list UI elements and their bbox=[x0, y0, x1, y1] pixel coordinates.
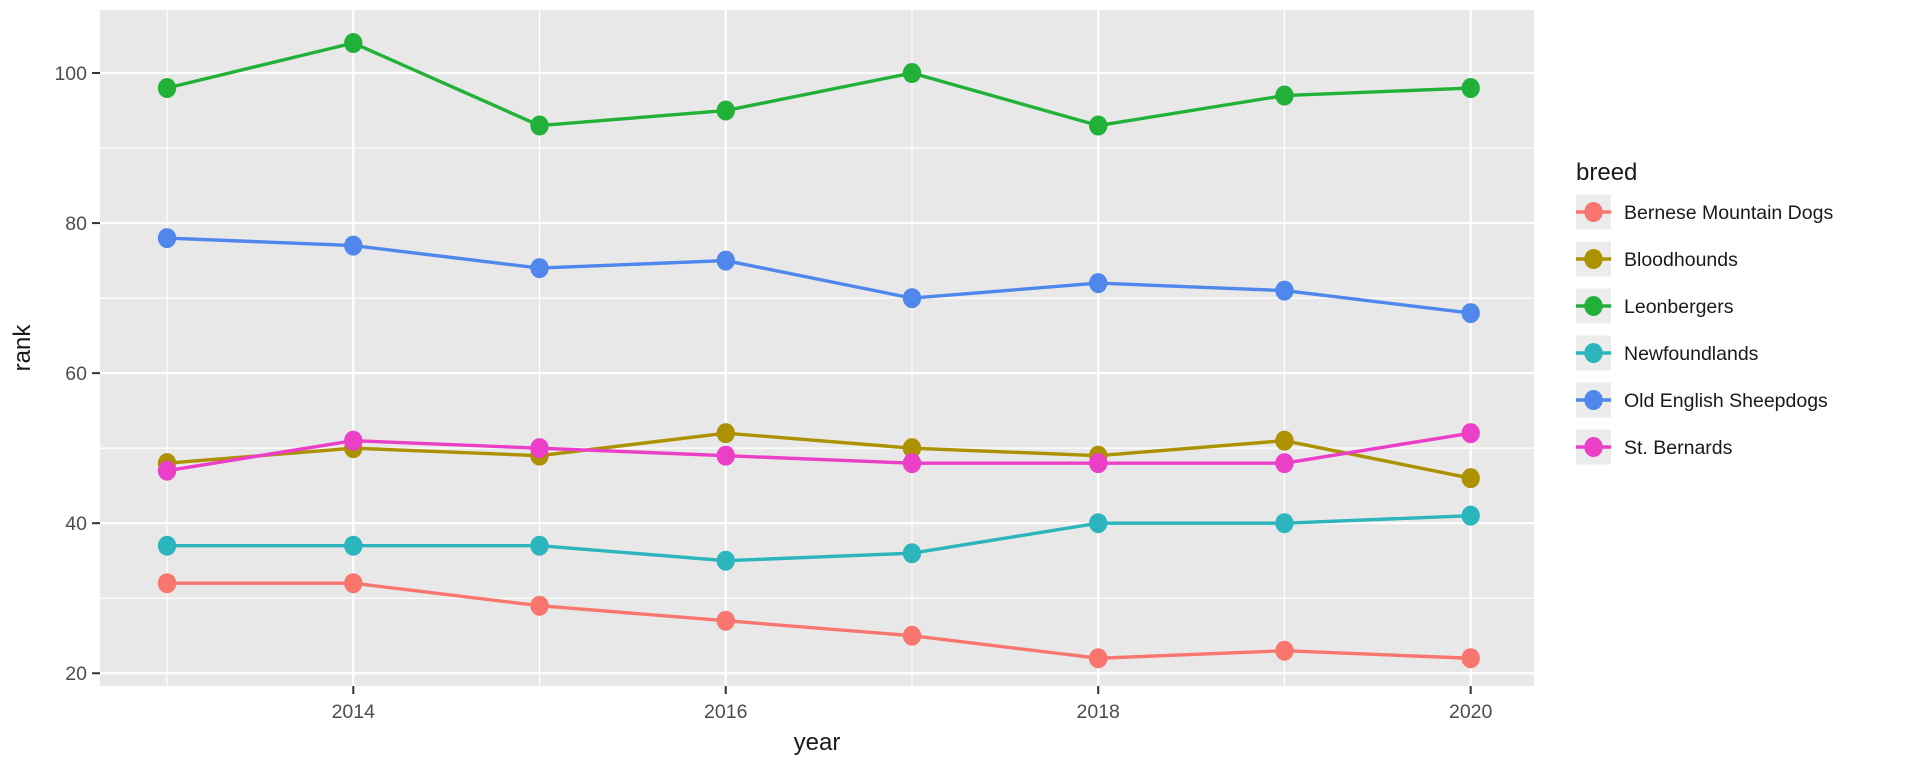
y-axis-tick-label: 40 bbox=[65, 513, 87, 535]
series-line bbox=[165, 581, 1473, 660]
series-line bbox=[165, 41, 1473, 128]
legend-key-point bbox=[1584, 437, 1603, 457]
data-point bbox=[716, 250, 735, 271]
legend-key-point bbox=[1584, 249, 1603, 269]
data-point bbox=[157, 535, 177, 556]
data-point bbox=[716, 610, 735, 631]
legend-key-point bbox=[1584, 343, 1603, 363]
data-point bbox=[1461, 303, 1480, 324]
data-point bbox=[1461, 78, 1480, 99]
data-point bbox=[1089, 273, 1108, 294]
data-point bbox=[157, 78, 177, 99]
data-point bbox=[1461, 505, 1480, 526]
data-point bbox=[530, 438, 549, 459]
data-point bbox=[1089, 513, 1108, 534]
data-point bbox=[530, 535, 549, 556]
x-axis-tick-label: 2016 bbox=[704, 701, 747, 723]
data-point bbox=[530, 115, 549, 136]
data-point bbox=[716, 100, 735, 121]
data-point bbox=[1461, 648, 1480, 669]
data-point bbox=[1275, 453, 1294, 474]
legend-label: Old English Sheepdogs bbox=[1624, 390, 1828, 412]
data-point bbox=[902, 543, 922, 564]
data-point bbox=[1461, 423, 1480, 444]
data-point bbox=[530, 595, 549, 616]
data-point bbox=[902, 288, 922, 309]
y-axis-tick-label: 20 bbox=[65, 663, 87, 685]
legend-key-point bbox=[1584, 202, 1603, 222]
data-point bbox=[1275, 430, 1294, 451]
data-point bbox=[902, 438, 922, 459]
y-axis-tick-label: 60 bbox=[65, 363, 87, 385]
legend-label: Bloodhounds bbox=[1624, 249, 1738, 271]
x-axis-tick-label: 2014 bbox=[332, 701, 376, 723]
data-point bbox=[1461, 468, 1480, 489]
series-line bbox=[165, 513, 1473, 563]
data-point bbox=[344, 33, 363, 54]
legend-label: St. Bernards bbox=[1624, 437, 1733, 459]
data-point bbox=[1089, 648, 1108, 669]
data-point bbox=[1275, 85, 1294, 106]
legend-label: Newfoundlands bbox=[1624, 343, 1759, 365]
series-line bbox=[165, 431, 1473, 480]
data-point bbox=[716, 550, 735, 571]
data-point bbox=[344, 235, 363, 256]
plot-panel bbox=[100, 10, 1534, 686]
data-point bbox=[1089, 115, 1108, 136]
x-axis-tick-label: 2020 bbox=[1449, 701, 1493, 723]
series-line bbox=[165, 236, 1473, 315]
data-point bbox=[157, 460, 177, 481]
y-axis-title: rank bbox=[9, 324, 36, 372]
data-point bbox=[716, 423, 735, 444]
data-point bbox=[1275, 640, 1294, 661]
data-point bbox=[902, 63, 922, 84]
data-point bbox=[344, 573, 363, 594]
data-point bbox=[902, 625, 922, 646]
legend-key-point bbox=[1584, 296, 1603, 316]
legend-label: Leonbergers bbox=[1624, 296, 1734, 318]
series-line bbox=[165, 431, 1473, 473]
data-point bbox=[530, 258, 549, 279]
data-point bbox=[1089, 453, 1108, 474]
data-point bbox=[157, 228, 177, 249]
data-point bbox=[1275, 280, 1294, 301]
data-point bbox=[1275, 513, 1294, 534]
x-axis-tick-label: 2018 bbox=[1077, 701, 1120, 723]
legend-label: Bernese Mountain Dogs bbox=[1624, 202, 1833, 224]
legend-title: breed bbox=[1576, 159, 1637, 186]
data-point bbox=[344, 430, 363, 451]
data-point bbox=[716, 445, 735, 466]
data-point bbox=[344, 535, 363, 556]
y-axis-tick-label: 80 bbox=[65, 213, 87, 235]
y-axis-tick-label: 100 bbox=[54, 63, 87, 85]
legend-key-point bbox=[1584, 390, 1603, 410]
data-point bbox=[157, 573, 177, 594]
x-axis-title: year bbox=[794, 729, 841, 756]
data-point bbox=[902, 453, 922, 474]
